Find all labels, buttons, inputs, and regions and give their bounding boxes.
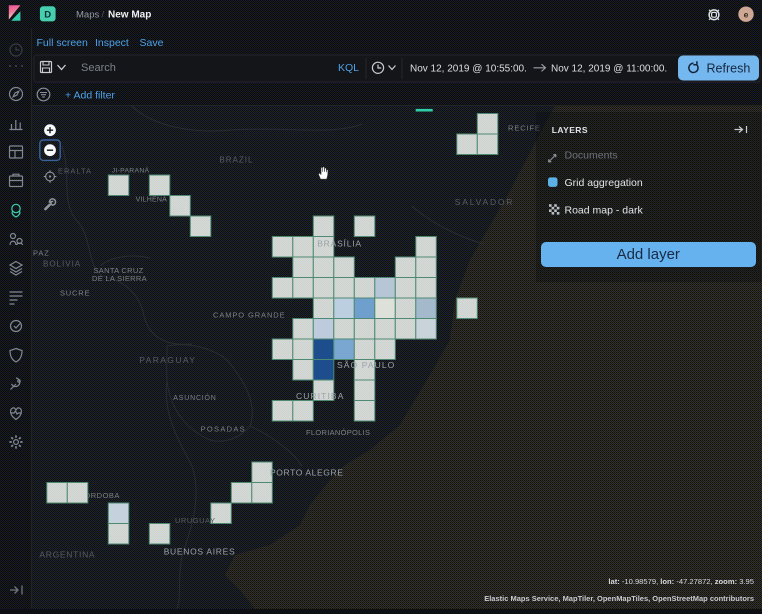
svg-text:LAYERS: LAYERS	[552, 125, 588, 135]
svg-text:/: /	[102, 9, 105, 19]
svg-text:BRAZIL: BRAZIL	[219, 155, 253, 164]
svg-text:CAMPO GRANDE: CAMPO GRANDE	[213, 310, 285, 319]
svg-text:Refresh: Refresh	[707, 61, 751, 75]
svg-text:CÓRDOBA: CÓRDOBA	[79, 491, 120, 500]
svg-text:SÃO PAULO: SÃO PAULO	[337, 360, 395, 370]
svg-text:KQL: KQL	[338, 62, 359, 74]
svg-text:FLORIANÓPOLIS: FLORIANÓPOLIS	[306, 428, 370, 437]
svg-text:BOLIVIA: BOLIVIA	[43, 260, 81, 269]
svg-text:PARAGUAY: PARAGUAY	[139, 355, 196, 365]
svg-text:ASUNCIÓN: ASUNCIÓN	[173, 393, 216, 402]
svg-text:CURITIBA: CURITIBA	[296, 391, 344, 401]
svg-text:VILHENA: VILHENA	[136, 196, 167, 203]
svg-text:DE LA SIERRA: DE LA SIERRA	[92, 274, 147, 283]
svg-text:Grid aggregation: Grid aggregation	[565, 177, 643, 189]
svg-text:URUGUAY: URUGUAY	[175, 516, 215, 525]
svg-text:SANTA CRUZ: SANTA CRUZ	[94, 266, 144, 275]
svg-text:Maps: Maps	[76, 10, 99, 21]
svg-text:SUCRE: SUCRE	[60, 288, 90, 297]
svg-text:D: D	[44, 10, 51, 21]
svg-text:ERALTA: ERALTA	[58, 167, 92, 176]
svg-text:BRASÍLIA: BRASÍLIA	[317, 238, 362, 248]
svg-text:SALVADOR: SALVADOR	[455, 197, 514, 207]
svg-text:e: e	[744, 9, 749, 19]
svg-text:RECIFE: RECIFE	[508, 123, 541, 132]
svg-text:New Map: New Map	[108, 10, 151, 21]
svg-text:Nov 12, 2019 @ 10:55:00.: Nov 12, 2019 @ 10:55:00.	[410, 64, 527, 75]
svg-text:Search: Search	[81, 62, 116, 74]
svg-text:Documents: Documents	[565, 150, 618, 162]
svg-text:JI-PARANÁ: JI-PARANÁ	[112, 165, 150, 174]
svg-text:POSADAS: POSADAS	[201, 424, 246, 433]
svg-text:BUENOS AIRES: BUENOS AIRES	[164, 546, 236, 556]
svg-text:+ Add filter: + Add filter	[65, 90, 115, 102]
svg-text:ARGENTINA: ARGENTINA	[39, 549, 95, 559]
svg-text:PAZ: PAZ	[33, 249, 50, 258]
svg-text:Nov 12, 2019 @ 11:00:00.: Nov 12, 2019 @ 11:00:00.	[551, 64, 667, 75]
svg-text:PORTO ALEGRE: PORTO ALEGRE	[270, 467, 344, 477]
svg-text:Road map - dark: Road map - dark	[565, 205, 644, 217]
